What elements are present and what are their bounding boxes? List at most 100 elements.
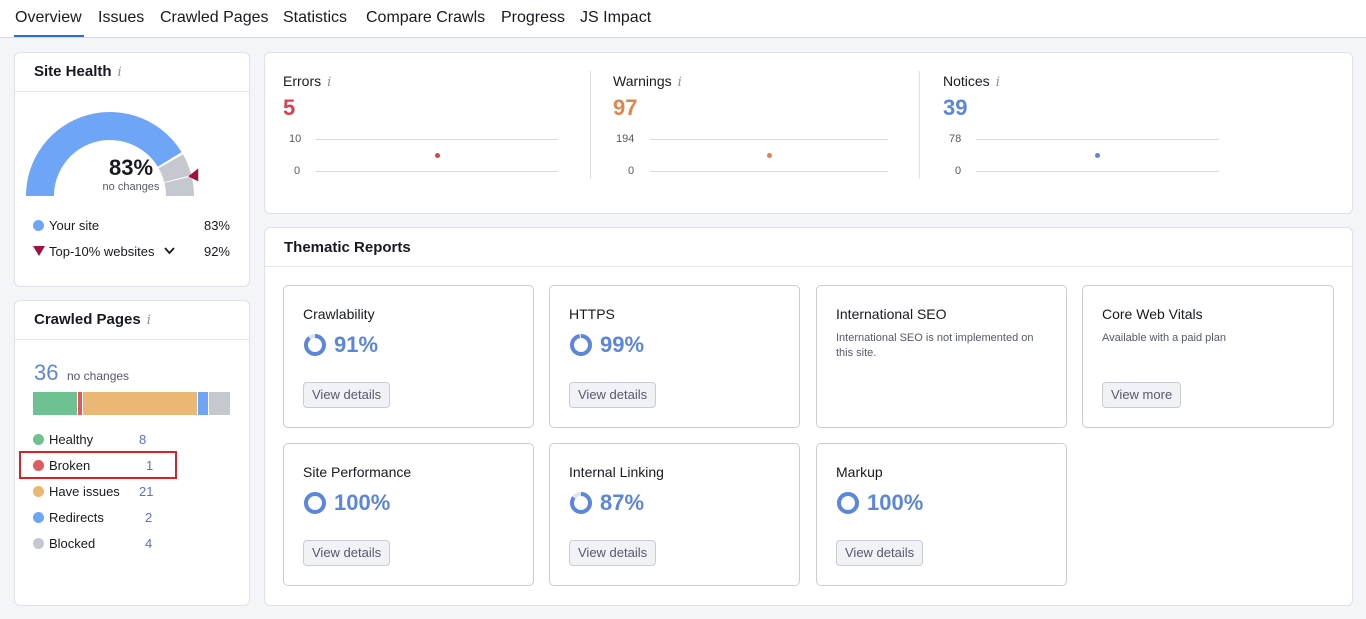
info-icon[interactable]: i bbox=[327, 75, 332, 90]
info-icon[interactable]: i bbox=[117, 65, 122, 80]
warnings-label: Warnings i bbox=[613, 73, 682, 90]
divider bbox=[15, 339, 249, 340]
bar-segment-blocked[interactable] bbox=[208, 392, 230, 415]
tile-crawlability[interactable]: Crawlability 91% View details bbox=[283, 285, 534, 428]
tile-score: 100% bbox=[303, 489, 390, 517]
errors-block: Errors i 5 bbox=[283, 73, 332, 120]
view-details-button[interactable]: View details bbox=[303, 540, 391, 566]
notices-trend-point bbox=[1095, 153, 1100, 158]
active-tab-indicator bbox=[14, 35, 84, 37]
progress-ring-icon bbox=[570, 492, 592, 514]
crawled-row-healthy[interactable]: Healthy 8 bbox=[33, 432, 158, 448]
chevron-down-icon[interactable] bbox=[164, 247, 175, 255]
tab-issues[interactable]: Issues bbox=[98, 9, 145, 26]
divider bbox=[919, 71, 920, 179]
tile-score: 91% bbox=[303, 331, 378, 359]
bar-segment-have-issues[interactable] bbox=[82, 392, 198, 415]
top-websites-label[interactable]: Top-10% websites bbox=[49, 244, 155, 259]
tile-markup[interactable]: Markup 100% View details bbox=[816, 443, 1067, 586]
notices-count[interactable]: 39 bbox=[943, 95, 968, 120]
tile-title: Markup bbox=[836, 464, 883, 480]
tab-js-impact[interactable]: JS Impact bbox=[580, 9, 652, 26]
errors-axis-max: 10 bbox=[289, 133, 302, 145]
thematic-reports-title: Thematic Reports bbox=[284, 239, 411, 256]
report-tabs: Overview Issues Crawled Pages Statistics… bbox=[0, 0, 1366, 38]
tile-note: Available with a paid plan bbox=[1102, 332, 1226, 344]
errors-label: Errors i bbox=[283, 73, 332, 90]
status-dot bbox=[33, 434, 44, 445]
view-details-button[interactable]: View details bbox=[569, 540, 657, 566]
bar-segment-broken[interactable] bbox=[76, 392, 83, 415]
warnings-gridline-bottom bbox=[650, 171, 888, 172]
crawled-row-have-issues[interactable]: Have issues 21 bbox=[33, 484, 158, 500]
notices-label: Notices i bbox=[943, 73, 1000, 90]
notices-gridline-bottom bbox=[976, 171, 1219, 172]
tab-crawled-pages[interactable]: Crawled Pages bbox=[160, 9, 269, 26]
tile-score: 99% bbox=[569, 331, 644, 359]
progress-ring-icon bbox=[837, 492, 859, 514]
tab-compare-crawls[interactable]: Compare Crawls bbox=[366, 9, 486, 26]
info-icon[interactable]: i bbox=[677, 75, 682, 90]
tile-score: 87% bbox=[569, 489, 644, 517]
tab-progress[interactable]: Progress bbox=[501, 9, 566, 26]
tile-international-seo[interactable]: International SEO International SEO is n… bbox=[816, 285, 1067, 428]
crawled-row-redirects[interactable]: Redirects 2 bbox=[33, 510, 158, 526]
have-issues-count[interactable]: 21 bbox=[139, 484, 154, 499]
divider bbox=[15, 91, 249, 92]
tile-site-performance[interactable]: Site Performance 100% View details bbox=[283, 443, 534, 586]
legend-your-site: Your site 83% bbox=[33, 218, 230, 234]
info-icon[interactable]: i bbox=[995, 75, 1000, 90]
view-details-button[interactable]: View details bbox=[836, 540, 924, 566]
gauge-remaining-arc bbox=[158, 154, 192, 183]
tab-overview[interactable]: Overview bbox=[15, 9, 82, 26]
warnings-trend-point bbox=[767, 153, 772, 158]
blocked-count[interactable]: 4 bbox=[145, 536, 153, 551]
warnings-gridline-top bbox=[650, 139, 888, 140]
warnings-axis-min: 0 bbox=[628, 165, 635, 177]
notices-gridline-top bbox=[976, 139, 1219, 140]
errors-gridline-bottom bbox=[316, 171, 558, 172]
view-details-button[interactable]: View details bbox=[569, 382, 657, 408]
healthy-count[interactable]: 8 bbox=[139, 432, 147, 447]
top-websites-marker bbox=[188, 168, 199, 182]
errors-count[interactable]: 5 bbox=[283, 95, 296, 120]
warnings-block: Warnings i 97 bbox=[613, 73, 682, 120]
tile-title: Site Performance bbox=[303, 464, 412, 480]
warnings-axis-max: 194 bbox=[616, 133, 635, 145]
errors-axis-min: 0 bbox=[294, 165, 301, 177]
gauge-your-site-arc bbox=[26, 111, 182, 196]
tile-https[interactable]: HTTPS 99% View details bbox=[549, 285, 800, 428]
notices-block: Notices i 39 bbox=[943, 73, 1000, 120]
broken-count[interactable]: 1 bbox=[146, 458, 154, 473]
tile-title: Core Web Vitals bbox=[1102, 306, 1203, 322]
view-more-button[interactable]: View more bbox=[1102, 382, 1182, 408]
view-details-button[interactable]: View details bbox=[303, 382, 391, 408]
crawled-pages-card: Crawled Pages i bbox=[14, 300, 250, 606]
crawled-row-broken[interactable]: Broken 1 bbox=[33, 458, 158, 474]
info-icon[interactable]: i bbox=[146, 313, 151, 328]
your-site-value: 83% bbox=[203, 218, 230, 233]
site-health-title: Site Health i bbox=[34, 63, 122, 80]
progress-ring-icon bbox=[304, 334, 326, 356]
broken-highlight-box bbox=[19, 451, 177, 479]
progress-ring-icon bbox=[304, 492, 326, 514]
gauge-remaining-arc bbox=[164, 176, 194, 196]
tile-title: Internal Linking bbox=[569, 464, 664, 480]
bar-segment-healthy[interactable] bbox=[33, 392, 77, 415]
tile-score: 100% bbox=[836, 489, 923, 517]
tab-statistics[interactable]: Statistics bbox=[283, 9, 348, 26]
tile-internal-linking[interactable]: Internal Linking 87% View details bbox=[549, 443, 800, 586]
site-health-gauge bbox=[26, 111, 199, 196]
notices-axis-min: 0 bbox=[955, 165, 962, 177]
warnings-count[interactable]: 97 bbox=[613, 95, 638, 120]
tile-core-web-vitals[interactable]: Core Web Vitals Available with a paid pl… bbox=[1082, 285, 1334, 428]
your-site-label: Your site bbox=[49, 218, 100, 233]
your-site-dot bbox=[33, 220, 44, 231]
bar-segment-redirects[interactable] bbox=[197, 392, 209, 415]
progress-ring-icon bbox=[570, 334, 592, 356]
redirects-count[interactable]: 2 bbox=[145, 510, 153, 525]
crawled-pages-total[interactable]: 36 bbox=[34, 360, 59, 385]
crawled-pages-sub: no changes bbox=[67, 369, 130, 383]
crawled-row-blocked[interactable]: Blocked 4 bbox=[33, 536, 158, 552]
crawled-pages-bar bbox=[33, 392, 230, 415]
